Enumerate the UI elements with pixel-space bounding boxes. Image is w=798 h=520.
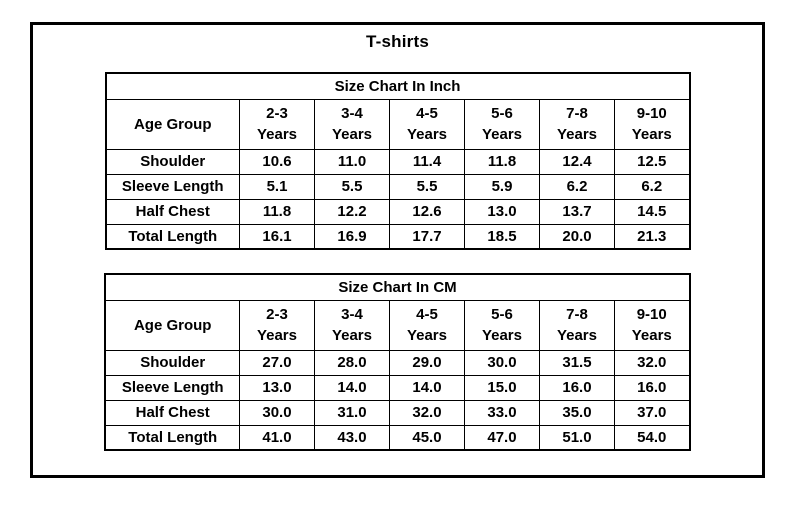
cell: 11.4 [389, 148, 465, 175]
column-header: 3-4 Years [313, 299, 390, 351]
cell: 14.0 [388, 374, 465, 401]
cell: 11.8 [239, 198, 315, 225]
cell: 31.0 [313, 399, 390, 426]
cell: 6.2 [539, 173, 615, 200]
cell: 5.1 [239, 173, 315, 200]
size-chart-inch-table: Size Chart In Inch Age Group 2-3 Years 3… [104, 72, 691, 250]
cell: 6.2 [614, 173, 690, 200]
row-label: Total Length [104, 424, 240, 451]
cell: 5.5 [314, 173, 390, 200]
cell: 13.0 [464, 198, 540, 225]
table-row: Half Chest 30.0 31.0 32.0 33.0 35.0 37.0 [104, 399, 691, 426]
cell: 12.5 [614, 148, 690, 175]
column-header: 5-6 Years [463, 299, 540, 351]
column-header: 4-5 Years [388, 299, 465, 351]
column-header: 7-8 Years [538, 299, 615, 351]
cell: 11.0 [314, 148, 390, 175]
cell: 35.0 [538, 399, 615, 426]
cell: 17.7 [389, 223, 465, 250]
column-header: 4-5 Years [389, 98, 465, 150]
age-group-header: Age Group [104, 299, 240, 351]
row-label: Sleeve Length [104, 374, 240, 401]
column-header: 2-3 Years [239, 98, 315, 150]
cell: 14.5 [614, 198, 690, 225]
cell: 30.0 [463, 349, 540, 376]
cell: 5.9 [464, 173, 540, 200]
cell: 31.5 [538, 349, 615, 376]
cell: 12.4 [539, 148, 615, 175]
cell: 20.0 [539, 223, 615, 250]
cell: 32.0 [613, 349, 691, 376]
outer-frame: T-shirts Size Chart In Inch Age Group 2-… [30, 22, 765, 478]
cell: 18.5 [464, 223, 540, 250]
cell: 47.0 [463, 424, 540, 451]
cell: 32.0 [388, 399, 465, 426]
cell: 13.0 [238, 374, 315, 401]
table-row: Total Length 16.1 16.9 17.7 18.5 20.0 21… [105, 223, 690, 250]
column-header: 9-10 Years [614, 98, 690, 150]
table-row: Sleeve Length 5.1 5.5 5.5 5.9 6.2 6.2 [105, 173, 690, 200]
table-row: Shoulder 27.0 28.0 29.0 30.0 31.5 32.0 [104, 349, 691, 376]
table-title: Size Chart In CM [104, 273, 691, 301]
cell: 13.7 [539, 198, 615, 225]
cell: 16.1 [239, 223, 315, 250]
cell: 14.0 [313, 374, 390, 401]
row-label: Half Chest [104, 399, 240, 426]
cell: 51.0 [538, 424, 615, 451]
table-row: Shoulder 10.6 11.0 11.4 11.8 12.4 12.5 [105, 148, 690, 175]
cell: 12.2 [314, 198, 390, 225]
row-label: Total Length [105, 223, 240, 250]
cell: 5.5 [389, 173, 465, 200]
cell: 16.9 [314, 223, 390, 250]
cell: 11.8 [464, 148, 540, 175]
cell: 43.0 [313, 424, 390, 451]
cell: 37.0 [613, 399, 691, 426]
cell: 33.0 [463, 399, 540, 426]
cell: 27.0 [238, 349, 315, 376]
cell: 45.0 [388, 424, 465, 451]
cell: 28.0 [313, 349, 390, 376]
table-header-row: Age Group 2-3 Years 3-4 Years 4-5 Years … [104, 299, 691, 351]
table-row: Half Chest 11.8 12.2 12.6 13.0 13.7 14.5 [105, 198, 690, 225]
table-title-row: Size Chart In CM [104, 273, 691, 301]
column-header: 7-8 Years [539, 98, 615, 150]
row-label: Shoulder [105, 148, 240, 175]
cell: 10.6 [239, 148, 315, 175]
row-label: Shoulder [104, 349, 240, 376]
cell: 54.0 [613, 424, 691, 451]
cell: 15.0 [463, 374, 540, 401]
age-group-header: Age Group [105, 98, 240, 150]
table-row: Sleeve Length 13.0 14.0 14.0 15.0 16.0 1… [104, 374, 691, 401]
table-title-row: Size Chart In Inch [105, 72, 690, 100]
cell: 16.0 [613, 374, 691, 401]
page-title: T-shirts [365, 32, 429, 51]
size-chart-cm-table: Size Chart In CM Age Group 2-3 Years 3-4… [104, 273, 691, 451]
column-header: 5-6 Years [464, 98, 540, 150]
column-header: 3-4 Years [314, 98, 390, 150]
row-label: Half Chest [105, 198, 240, 225]
column-header: 9-10 Years [613, 299, 691, 351]
cell: 16.0 [538, 374, 615, 401]
cell: 30.0 [238, 399, 315, 426]
cell: 21.3 [614, 223, 690, 250]
column-header: 2-3 Years [238, 299, 315, 351]
cell: 29.0 [388, 349, 465, 376]
table-row: Total Length 41.0 43.0 45.0 47.0 51.0 54… [104, 424, 691, 451]
table-title: Size Chart In Inch [105, 72, 690, 100]
cell: 41.0 [238, 424, 315, 451]
row-label: Sleeve Length [105, 173, 240, 200]
cell: 12.6 [389, 198, 465, 225]
table-header-row: Age Group 2-3 Years 3-4 Years 4-5 Years … [105, 98, 690, 150]
